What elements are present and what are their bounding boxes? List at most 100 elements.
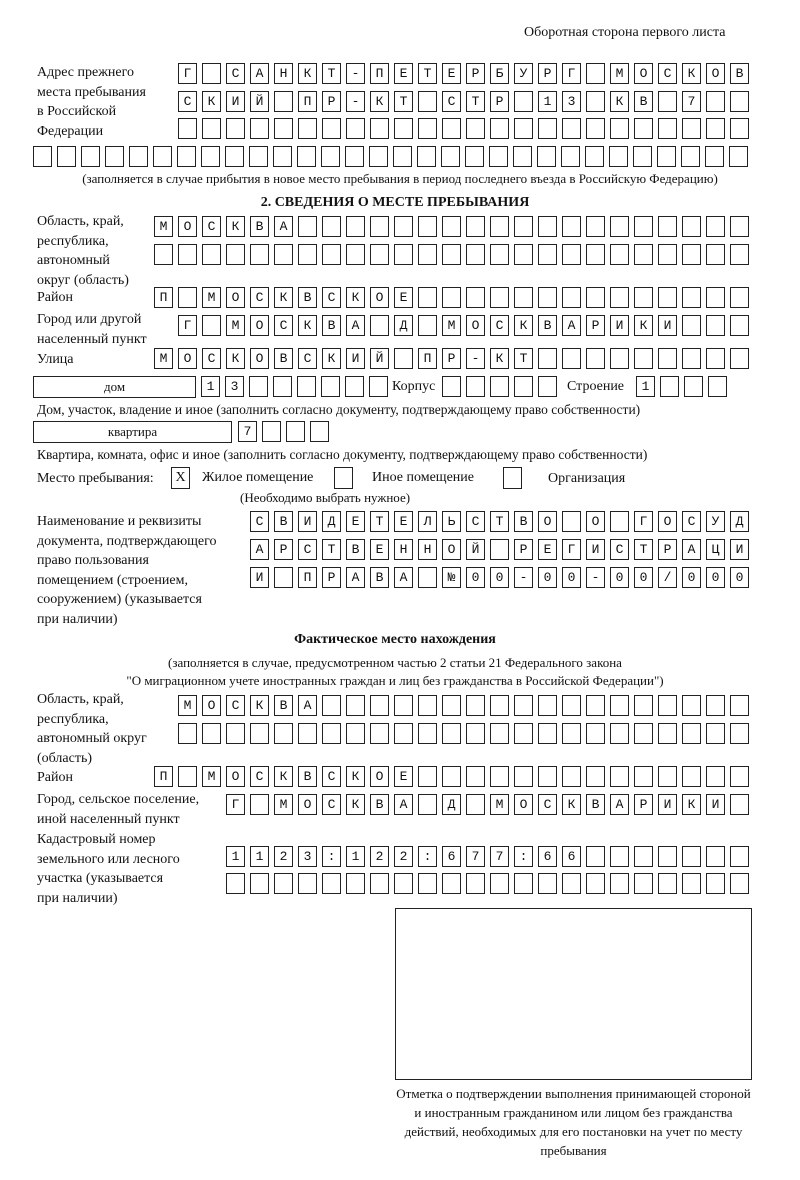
char-cell[interactable] [394,348,413,369]
char-cell[interactable] [538,216,557,237]
char-cell[interactable] [250,244,269,265]
char-cell[interactable] [250,695,269,716]
char-cell[interactable] [466,287,485,308]
char-cell[interactable] [154,766,173,787]
char-cell[interactable] [321,376,340,397]
char-cell[interactable] [466,846,485,867]
char-cell[interactable] [730,315,749,336]
char-cell[interactable] [274,216,293,237]
char-cell[interactable] [682,695,701,716]
char-cell[interactable] [370,91,389,112]
char-cell[interactable] [417,146,436,167]
char-cell[interactable] [562,216,581,237]
char-cell[interactable] [442,873,461,894]
char-cell[interactable] [178,91,197,112]
char-cell[interactable] [682,216,701,237]
char-cell[interactable] [658,216,677,237]
char-cell[interactable] [178,766,197,787]
char-cell[interactable] [394,723,413,744]
char-cell[interactable] [298,873,317,894]
char-cell[interactable] [684,376,703,397]
char-cell[interactable] [490,695,509,716]
char-cell[interactable] [370,846,389,867]
char-cell[interactable] [297,146,316,167]
char-cell[interactable] [442,216,461,237]
char-cell[interactable] [634,287,653,308]
char-cell[interactable] [682,539,701,560]
checkbox-residential[interactable]: X [171,467,190,489]
char-cell[interactable] [682,511,701,532]
char-cell[interactable] [442,695,461,716]
char-cell[interactable] [682,846,701,867]
char-cell[interactable] [490,216,509,237]
char-cell[interactable] [226,315,245,336]
char-cell[interactable] [154,244,173,265]
char-cell[interactable] [298,567,317,588]
char-cell[interactable] [490,567,509,588]
char-cell[interactable] [682,723,701,744]
char-cell[interactable] [658,539,677,560]
char-cell[interactable] [346,348,365,369]
char-cell[interactable] [634,315,653,336]
char-cell[interactable] [682,348,701,369]
char-cell[interactable] [514,873,533,894]
char-cell[interactable] [586,287,605,308]
char-cell[interactable] [273,146,292,167]
char-cell[interactable] [610,539,629,560]
char-cell[interactable] [706,287,725,308]
char-cell[interactable] [250,567,269,588]
char-cell[interactable] [250,539,269,560]
char-cell[interactable] [129,146,148,167]
char-cell[interactable] [178,348,197,369]
char-cell[interactable] [442,315,461,336]
char-cell[interactable] [418,91,437,112]
char-cell[interactable] [178,723,197,744]
char-cell[interactable] [658,91,677,112]
char-cell[interactable] [466,766,485,787]
char-cell[interactable] [442,244,461,265]
char-cell[interactable] [514,766,533,787]
char-cell[interactable] [490,348,509,369]
char-cell[interactable] [33,146,52,167]
char-cell[interactable] [466,63,485,84]
char-cell[interactable] [226,118,245,139]
char-cell[interactable] [514,511,533,532]
char-cell[interactable] [394,244,413,265]
char-cell[interactable] [418,244,437,265]
char-cell[interactable] [394,118,413,139]
char-cell[interactable] [490,539,509,560]
char-cell[interactable] [658,63,677,84]
char-cell[interactable] [490,723,509,744]
char-cell[interactable] [730,695,749,716]
char-cell[interactable] [562,695,581,716]
char-cell[interactable] [298,287,317,308]
char-cell[interactable] [202,315,221,336]
char-cell[interactable] [226,723,245,744]
char-cell[interactable] [514,794,533,815]
char-cell[interactable] [202,244,221,265]
char-cell[interactable] [202,216,221,237]
char-cell[interactable] [322,216,341,237]
char-cell[interactable] [657,146,676,167]
char-cell[interactable] [706,846,725,867]
char-cell[interactable] [466,244,485,265]
char-cell[interactable] [538,539,557,560]
char-cell[interactable] [202,348,221,369]
char-cell[interactable] [490,63,509,84]
char-cell[interactable] [370,244,389,265]
char-cell[interactable] [154,287,173,308]
char-cell[interactable] [418,723,437,744]
char-cell[interactable] [442,511,461,532]
char-cell[interactable] [634,511,653,532]
char-cell[interactable] [274,91,293,112]
char-cell[interactable] [298,216,317,237]
char-cell[interactable] [634,118,653,139]
char-cell[interactable] [634,216,653,237]
char-cell[interactable] [562,567,581,588]
char-cell[interactable] [490,846,509,867]
char-cell[interactable] [250,91,269,112]
char-cell[interactable] [682,244,701,265]
char-cell[interactable] [658,695,677,716]
char-cell[interactable] [706,873,725,894]
char-cell[interactable] [706,216,725,237]
